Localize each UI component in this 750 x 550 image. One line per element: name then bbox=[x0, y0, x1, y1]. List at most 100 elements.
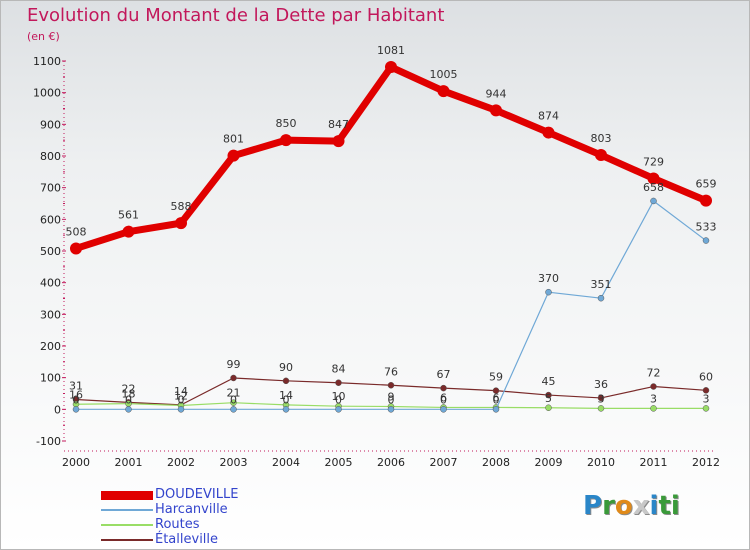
x-tick-label: 2009 bbox=[535, 456, 563, 469]
logo-letter: r bbox=[602, 491, 615, 521]
data-label-routes: 10 bbox=[332, 390, 346, 403]
y-tick-label: -100 bbox=[36, 435, 61, 448]
x-tick-label: 2004 bbox=[272, 456, 300, 469]
y-tick-label: 1000 bbox=[33, 87, 61, 100]
data-label-harcanville: 0 bbox=[125, 393, 132, 406]
data-label-harcanville: 658 bbox=[643, 181, 664, 194]
y-tick-label: 500 bbox=[40, 245, 61, 258]
y-tick-label: 400 bbox=[40, 277, 61, 290]
y-tick-label: 600 bbox=[40, 213, 61, 226]
y-tick-label: 900 bbox=[40, 118, 61, 131]
data-point-harcanville bbox=[72, 406, 80, 413]
data-label-harcanville: 0 bbox=[388, 393, 395, 406]
data-label--talleville: 31 bbox=[69, 380, 83, 393]
data-point-doudeville bbox=[385, 61, 397, 74]
data-point-harcanville bbox=[440, 406, 447, 413]
data-label-routes: 3 bbox=[703, 392, 710, 405]
data-point--talleville bbox=[230, 374, 237, 382]
data-point-doudeville bbox=[542, 126, 555, 139]
x-tick-label: 2000 bbox=[62, 456, 90, 469]
data-label-routes: 16 bbox=[69, 388, 83, 401]
data-label--talleville: 99 bbox=[227, 358, 241, 371]
data-point-routes bbox=[545, 404, 552, 411]
data-label-doudeville: 729 bbox=[643, 155, 664, 168]
x-tick-label: 2011 bbox=[640, 456, 668, 469]
data-label-harcanville: 0 bbox=[493, 393, 500, 406]
data-point-harcanville bbox=[650, 197, 657, 205]
data-label-doudeville: 508 bbox=[66, 225, 87, 238]
data-label--talleville: 22 bbox=[122, 382, 136, 395]
y-tick-label: 800 bbox=[40, 150, 61, 163]
data-label-harcanville: 0 bbox=[178, 393, 185, 406]
data-point-routes bbox=[597, 405, 605, 412]
data-point--talleville bbox=[282, 377, 290, 385]
legend-swatch bbox=[101, 524, 153, 526]
x-tick-label: 2002 bbox=[167, 456, 195, 469]
data-label-harcanville: 0 bbox=[335, 393, 342, 406]
data-point-harcanville bbox=[125, 406, 132, 413]
data-label--talleville: 59 bbox=[489, 371, 503, 384]
data-point-doudeville bbox=[227, 149, 240, 162]
data-label-routes: 9 bbox=[388, 390, 395, 403]
data-point--talleville bbox=[545, 391, 552, 399]
x-tick-label: 2001 bbox=[115, 456, 143, 469]
data-label-harcanville: 0 bbox=[440, 393, 447, 406]
y-tick-label: 300 bbox=[40, 308, 61, 321]
logo-letter: i bbox=[670, 491, 680, 521]
data-point-harcanville bbox=[282, 406, 290, 413]
data-label-routes: 5 bbox=[545, 392, 552, 405]
data-label--talleville: 90 bbox=[279, 361, 293, 374]
data-label--talleville: 14 bbox=[174, 385, 188, 398]
data-point-routes bbox=[650, 405, 657, 412]
logo-letter: P bbox=[583, 491, 603, 521]
data-point-harcanville bbox=[230, 406, 237, 413]
x-tick-label: 2007 bbox=[430, 456, 458, 469]
data-label--talleville: 67 bbox=[437, 368, 451, 381]
data-point-doudeville bbox=[647, 172, 660, 185]
data-label-doudeville: 1081 bbox=[377, 44, 405, 57]
y-tick-label: 200 bbox=[40, 340, 61, 353]
data-label-doudeville: 1005 bbox=[430, 68, 458, 81]
data-point--talleville bbox=[702, 387, 710, 394]
proxiti-logo: Proxiti bbox=[583, 491, 680, 521]
data-point-doudeville bbox=[437, 85, 450, 98]
data-point-doudeville bbox=[280, 134, 292, 147]
data-label-doudeville: 588 bbox=[171, 200, 192, 213]
data-point-doudeville bbox=[175, 217, 187, 230]
legend-swatch bbox=[101, 509, 153, 511]
data-label--talleville: 60 bbox=[699, 370, 713, 383]
logo-letter: t bbox=[658, 491, 671, 521]
y-tick-label: 1100 bbox=[33, 55, 61, 68]
data-label-routes: 12 bbox=[174, 390, 188, 403]
data-point-doudeville bbox=[122, 225, 135, 238]
data-label-doudeville: 874 bbox=[538, 110, 559, 123]
data-point-harcanville bbox=[597, 294, 605, 302]
data-label-doudeville: 659 bbox=[696, 178, 717, 191]
data-point--talleville bbox=[387, 382, 395, 389]
data-point--talleville bbox=[650, 383, 657, 390]
legend-label: Harcanville bbox=[155, 502, 228, 517]
data-point-routes bbox=[230, 399, 237, 406]
data-label-harcanville: 370 bbox=[538, 272, 559, 285]
data-label-routes: 3 bbox=[650, 392, 657, 405]
data-label-routes: 6 bbox=[493, 391, 500, 404]
data-label--talleville: 84 bbox=[332, 363, 346, 376]
data-label-routes: 14 bbox=[279, 389, 293, 402]
data-point-doudeville bbox=[332, 135, 345, 148]
logo-letter: x bbox=[632, 491, 650, 521]
data-label-doudeville: 944 bbox=[486, 87, 507, 100]
data-point-harcanville bbox=[177, 406, 185, 413]
x-tick-label: 2005 bbox=[325, 456, 353, 469]
data-label--talleville: 45 bbox=[542, 375, 556, 388]
data-point-harcanville bbox=[702, 237, 710, 244]
data-point--talleville bbox=[335, 379, 342, 386]
data-label-harcanville: 351 bbox=[591, 278, 612, 291]
data-label-harcanville: 533 bbox=[696, 221, 717, 234]
data-label-doudeville: 803 bbox=[591, 132, 612, 145]
data-label-routes: 6 bbox=[440, 391, 447, 404]
data-point-doudeville bbox=[70, 242, 82, 255]
chart-title: Evolution du Montant de la Dette par Hab… bbox=[27, 5, 445, 26]
y-tick-label: 0 bbox=[54, 403, 61, 416]
